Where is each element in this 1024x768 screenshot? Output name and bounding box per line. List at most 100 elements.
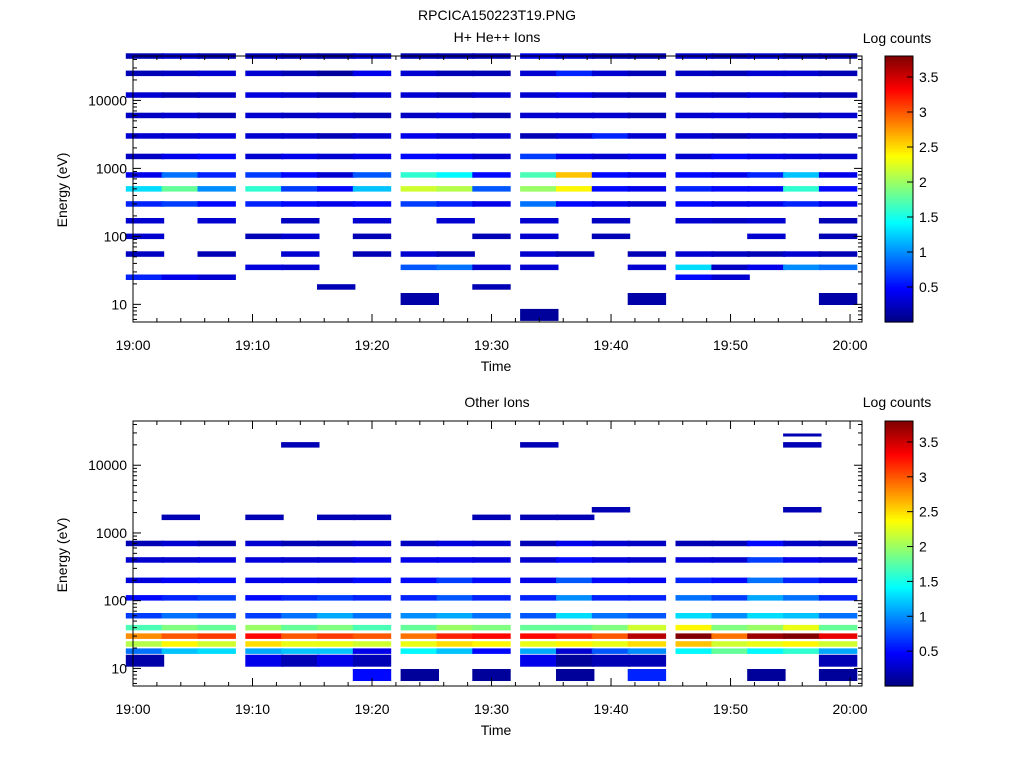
colorbar-gradient-step	[885, 262, 913, 265]
colorbar-gradient-step	[885, 308, 913, 312]
heatmap-cell	[125, 577, 165, 584]
heatmap-cell	[281, 218, 320, 224]
heatmap-cell	[400, 251, 439, 257]
colorbar-gradient-step	[885, 599, 913, 603]
heatmap-cell	[352, 92, 392, 98]
heatmap-cell	[747, 264, 786, 271]
heatmap-cell	[245, 133, 284, 139]
colorbar-gradient-step	[885, 436, 913, 440]
heatmap-cell	[317, 112, 356, 119]
colorbar-gradient-step	[885, 668, 913, 672]
colorbar-gradient-step	[885, 253, 913, 257]
heatmap-cell	[400, 624, 439, 631]
heatmap-cell	[520, 577, 559, 584]
colorbar-gradient-step	[885, 469, 913, 473]
heatmap-cell	[352, 641, 392, 647]
heatmap-cell	[197, 274, 236, 280]
heatmap-cell	[161, 648, 200, 654]
colorbar-gradient-step	[885, 533, 913, 537]
heatmap-cell	[197, 633, 236, 639]
heatmap-cell	[711, 624, 750, 631]
heatmap-cell	[675, 70, 714, 77]
heatmap-cell	[197, 112, 236, 119]
colorbar-gradient-step	[885, 157, 913, 161]
colorbar-gradient-step	[885, 650, 913, 654]
heatmap-cell	[125, 172, 165, 178]
colorbar-gradient-step	[885, 206, 913, 210]
colorbar-gradient-step	[885, 421, 913, 424]
colorbar-gradient-step	[885, 531, 913, 535]
heatmap-cell	[818, 633, 858, 639]
heatmap-cell	[591, 641, 631, 647]
heatmap-cell	[783, 641, 822, 647]
colorbar-gradient-step	[885, 255, 913, 259]
heatmap-cell	[125, 251, 165, 257]
heatmap-cell	[197, 648, 236, 654]
heatmap-cell	[783, 648, 822, 654]
heatmap-cell	[627, 624, 667, 631]
colorbar-gradient-step	[885, 489, 913, 493]
heatmap-cell	[627, 654, 667, 667]
y-tick-label: 10	[111, 660, 127, 676]
colorbar-gradient-step	[885, 655, 913, 658]
colorbar-gradient-step	[885, 319, 913, 323]
heatmap-cells	[125, 53, 858, 321]
heatmap-cell	[556, 654, 595, 667]
colorbar-gradient-step	[885, 659, 913, 663]
heatmap-cell	[472, 186, 511, 192]
heatmap-cell	[317, 654, 356, 667]
colorbar-gradient-step	[885, 602, 913, 605]
heatmap-cell	[520, 654, 559, 667]
colorbar-gradient-step	[885, 297, 913, 301]
colorbar-gradient-step	[885, 228, 913, 232]
colorbar-gradient-step	[885, 511, 913, 515]
heatmap-cell	[125, 648, 165, 654]
colorbar-gradient-step	[885, 504, 913, 508]
heatmap-cell	[436, 153, 475, 160]
colorbar-gradient-step	[885, 171, 913, 175]
colorbar: 0.5 1 1.5 2 2.5 3 3.5	[884, 55, 939, 323]
colorbar-gradient-step	[885, 177, 913, 181]
colorbar-gradient-step	[885, 546, 913, 550]
colorbar-tick-label: 2.5	[919, 504, 939, 520]
y-axis-label: Energy (eV)	[54, 518, 70, 593]
heatmap-cell	[472, 514, 511, 521]
colorbar-gradient-step	[885, 432, 913, 435]
heatmap-cell	[818, 92, 858, 98]
colorbar-tick-label: 3.5	[919, 69, 939, 85]
heatmap-cell	[245, 153, 284, 160]
colorbar-tick-label: 0.5	[919, 643, 939, 659]
heatmap-cell	[747, 577, 786, 584]
x-tick-label: 19:00	[115, 701, 150, 717]
heatmap-cell	[245, 613, 284, 619]
heatmap-cell	[281, 641, 320, 647]
heatmap-cell	[747, 613, 786, 619]
colorbar-tick-label: 3	[919, 104, 927, 120]
colorbar-gradient-step	[885, 217, 913, 221]
colorbar-gradient-step	[885, 290, 913, 294]
heatmap-cell	[436, 613, 475, 619]
colorbar-gradient-step	[885, 193, 913, 197]
colorbar-gradient-step	[885, 582, 913, 586]
heatmap-cell	[317, 624, 356, 631]
heatmap-cell	[472, 284, 511, 290]
colorbar-gradient-step	[885, 604, 913, 608]
heatmap-cell	[281, 186, 320, 192]
colorbar-gradient-step	[885, 175, 913, 179]
colorbar-gradient-step	[885, 226, 913, 230]
colorbar-gradient-step	[885, 652, 913, 656]
colorbar-gradient-step	[885, 449, 913, 453]
heatmap-cell	[591, 507, 631, 513]
heatmap-cell	[818, 172, 858, 178]
heatmap-cell	[591, 540, 631, 547]
colorbar-gradient-step	[885, 208, 913, 212]
colorbar-gradient-step	[885, 313, 913, 316]
heatmap-cell	[627, 133, 667, 139]
heatmap-cell	[245, 557, 284, 563]
heatmap-cell	[520, 251, 559, 257]
heatmap-cell	[818, 264, 858, 271]
heatmap-cell	[161, 153, 200, 160]
heatmap-cell	[747, 218, 786, 224]
colorbar-gradient-step	[885, 87, 913, 90]
y-tick-label: 10000	[88, 457, 127, 473]
